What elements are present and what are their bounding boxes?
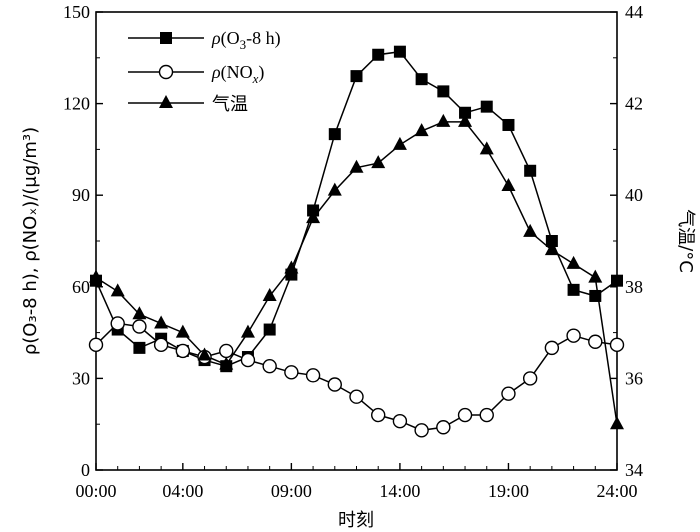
o3-point <box>415 73 428 86</box>
temp-point <box>110 283 125 297</box>
nox-point <box>349 389 364 404</box>
nox-point <box>522 371 538 386</box>
nox-point <box>219 343 234 359</box>
nox-point <box>588 334 603 349</box>
o3-point <box>567 283 580 296</box>
o3-point <box>437 85 450 98</box>
legend-label-nox: ρ(NOx) <box>211 62 264 86</box>
nox-point <box>88 337 104 353</box>
temp-point <box>566 255 581 269</box>
temp-point <box>262 287 277 301</box>
x-tick-label: 00:00 <box>75 481 116 501</box>
series-layer <box>88 45 625 438</box>
y-tick-label: 60 <box>72 277 90 297</box>
temp-point <box>197 347 212 361</box>
temp-point <box>89 269 103 283</box>
legend-label-temp: 气温 <box>212 94 248 115</box>
y-tick-label: 150 <box>63 2 90 22</box>
y2-tick-label: 44 <box>625 2 643 22</box>
o3-point <box>393 45 406 58</box>
nox-point <box>305 368 321 383</box>
y-tick-label: 90 <box>72 185 90 205</box>
x-tick-label: 14:00 <box>379 481 420 501</box>
nox-point <box>132 319 147 334</box>
nox-point <box>609 337 625 353</box>
y2-tick-label: 38 <box>625 277 643 297</box>
temp-point <box>610 416 624 430</box>
temp-point <box>132 306 147 320</box>
temp-point <box>175 324 190 338</box>
legend-marker-o3 <box>160 32 172 44</box>
temp-point <box>240 324 255 338</box>
legend: ρ(O3-8 h) ρ(NOx) 气温 <box>128 28 281 115</box>
nox-point <box>371 407 386 423</box>
temp-point <box>458 113 473 127</box>
o3-point <box>459 106 472 119</box>
nox-point <box>414 423 429 438</box>
temp-point <box>588 269 603 283</box>
y-tick-label: 0 <box>81 460 90 480</box>
temp-point <box>523 223 538 237</box>
series-line-0 <box>95 50 618 367</box>
series-line-1 <box>95 322 618 432</box>
x-tick-label: 09:00 <box>271 481 312 501</box>
x-tick-label: 19:00 <box>488 481 529 501</box>
temp-point <box>284 260 299 274</box>
temp-point <box>327 182 342 196</box>
temp-point <box>392 136 407 150</box>
nox-point <box>566 328 581 343</box>
y-tick-label: 120 <box>63 94 90 114</box>
temp-point <box>371 155 386 169</box>
temp-point <box>154 315 169 329</box>
nox-point <box>544 340 560 356</box>
nox-point <box>262 358 277 374</box>
nox-point <box>240 352 256 368</box>
y-axis-title: ρ(O₃-8 h), ρ(NOₓ)/(μg/m³) <box>20 127 41 355</box>
temp-point <box>219 356 234 370</box>
nox-point <box>153 337 169 353</box>
nox-point <box>110 316 125 331</box>
nox-point <box>175 343 191 359</box>
nox-point <box>284 365 299 380</box>
o3-point <box>263 323 276 336</box>
temp-point <box>306 210 321 224</box>
legend-label-o3: ρ(O3-8 h) <box>211 28 281 52</box>
x-tick-label: 24:00 <box>596 481 637 501</box>
ticks-layer: 00:00 04:00 09:00 14:00 19:00 24:00 0 30 60 90 120… <box>63 2 643 501</box>
nox-point <box>436 420 451 435</box>
nox-point <box>327 377 342 392</box>
legend-marker-temp <box>159 95 173 108</box>
nox-point <box>392 413 408 429</box>
temp-point <box>436 113 451 127</box>
o3-point <box>502 118 515 131</box>
nox-point <box>457 407 473 423</box>
legend-marker-nox <box>158 64 174 80</box>
y2-tick-label: 40 <box>625 185 643 205</box>
temp-point <box>479 141 494 155</box>
temp-point <box>414 123 429 137</box>
y2-tick-label: 42 <box>625 94 643 114</box>
x-axis-title: 时刻 <box>338 510 374 531</box>
o3-point <box>372 48 385 61</box>
o3-point <box>133 341 146 354</box>
nox-point <box>479 407 494 423</box>
nox-point <box>501 386 516 401</box>
o3-point <box>589 289 602 302</box>
o3-point <box>524 164 537 177</box>
y2-axis-title: 气温/°C <box>675 209 696 273</box>
o3-point <box>328 128 341 141</box>
y2-tick-label: 34 <box>625 460 643 480</box>
y-tick-label: 30 <box>72 368 90 388</box>
temp-point <box>544 242 559 256</box>
y2-tick-label: 36 <box>625 368 643 388</box>
o3-point <box>545 235 558 247</box>
temp-point <box>349 159 364 173</box>
temp-point <box>501 178 516 192</box>
o3-point <box>350 70 363 83</box>
x-tick-label: 04:00 <box>162 481 203 501</box>
o3-point <box>480 100 493 113</box>
o3-point <box>611 274 623 287</box>
